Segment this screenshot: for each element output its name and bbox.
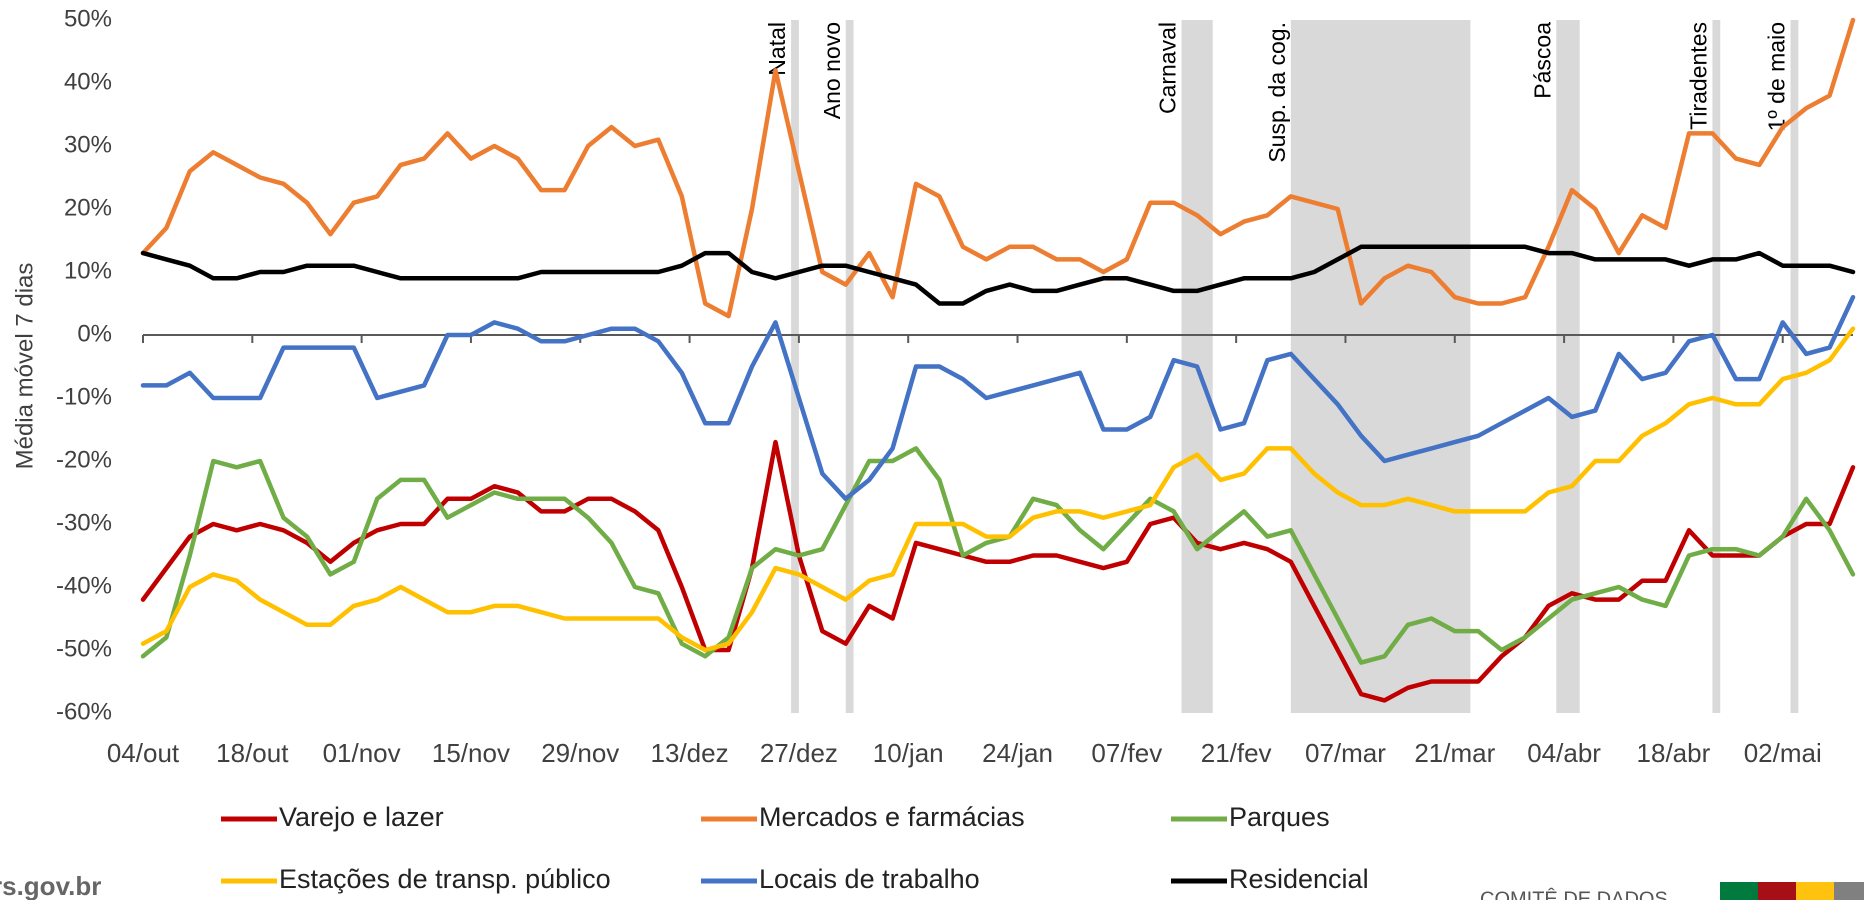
flag-block <box>1758 882 1796 900</box>
series-line <box>140 326 1856 653</box>
band-label: Carnaval <box>1155 22 1181 114</box>
holiday-band <box>1290 20 1471 713</box>
y-tick-label: -60% <box>56 698 112 725</box>
legend-label: Parques <box>1229 802 1330 832</box>
y-tick-label: 20% <box>64 194 112 221</box>
band-label: Natal <box>764 22 790 76</box>
legend-label: Locais de trabalho <box>759 864 980 894</box>
x-tick-label: 10/jan <box>873 738 944 768</box>
y-axis-label: Média móvel 7 dias <box>11 263 38 470</box>
footer-site: rs.gov.br <box>0 871 101 900</box>
y-tick-label: -20% <box>56 446 112 473</box>
y-tick-label: -30% <box>56 509 112 536</box>
x-tick-label: 02/mai <box>1744 738 1822 768</box>
legend-label: Varejo e lazer <box>279 802 444 832</box>
flag-block <box>1796 882 1834 900</box>
series-line <box>140 439 1856 703</box>
x-tick-label: 13/dez <box>651 738 729 768</box>
x-tick-label: 01/nov <box>323 738 401 768</box>
legend-label: Estações de transp. público <box>279 864 611 894</box>
series-line <box>140 244 1856 306</box>
flag-block <box>1834 882 1864 900</box>
series-line <box>140 294 1856 502</box>
series-line <box>140 17 1856 319</box>
flag-block <box>1720 882 1758 900</box>
legend-label: Residencial <box>1229 864 1369 894</box>
y-tick-label: 40% <box>64 68 112 95</box>
footer-org: COMITÊ DE DADOS <box>1480 887 1668 900</box>
y-tick-label: -40% <box>56 572 112 599</box>
y-tick-label: 50% <box>64 5 112 32</box>
band-label: 1º de maio <box>1764 22 1790 131</box>
band-label: Susp. da cog. <box>1264 22 1290 163</box>
x-tick-label: 15/nov <box>432 738 510 768</box>
x-tick-label: 07/mar <box>1305 738 1386 768</box>
y-tick-label: -10% <box>56 383 112 410</box>
y-tick-label: 30% <box>64 131 112 158</box>
x-tick-label: 27/dez <box>760 738 838 768</box>
holiday-band <box>1712 20 1721 713</box>
x-tick-label: 21/fev <box>1201 738 1272 768</box>
band-label: Páscoa <box>1529 22 1555 99</box>
x-tick-label: 07/fev <box>1091 738 1162 768</box>
x-tick-label: 18/abr <box>1637 738 1711 768</box>
y-tick-label: 0% <box>77 320 112 347</box>
x-tick-label: 18/out <box>216 738 289 768</box>
x-tick-label: 29/nov <box>541 738 619 768</box>
y-tick-label: -50% <box>56 635 112 662</box>
band-label: Ano novo <box>819 22 845 119</box>
legend-label: Mercados e farmácias <box>759 802 1025 832</box>
x-tick-label: 21/mar <box>1414 738 1495 768</box>
x-tick-label: 24/jan <box>982 738 1053 768</box>
band-label: Tiradentes <box>1686 22 1712 130</box>
holiday-band <box>791 20 799 713</box>
series-line <box>140 446 1856 665</box>
x-tick-label: 04/out <box>107 738 180 768</box>
x-tick-label: 04/abr <box>1527 738 1601 768</box>
y-tick-label: 10% <box>64 257 112 284</box>
holiday-band <box>1790 20 1799 713</box>
holiday-band <box>845 20 854 713</box>
